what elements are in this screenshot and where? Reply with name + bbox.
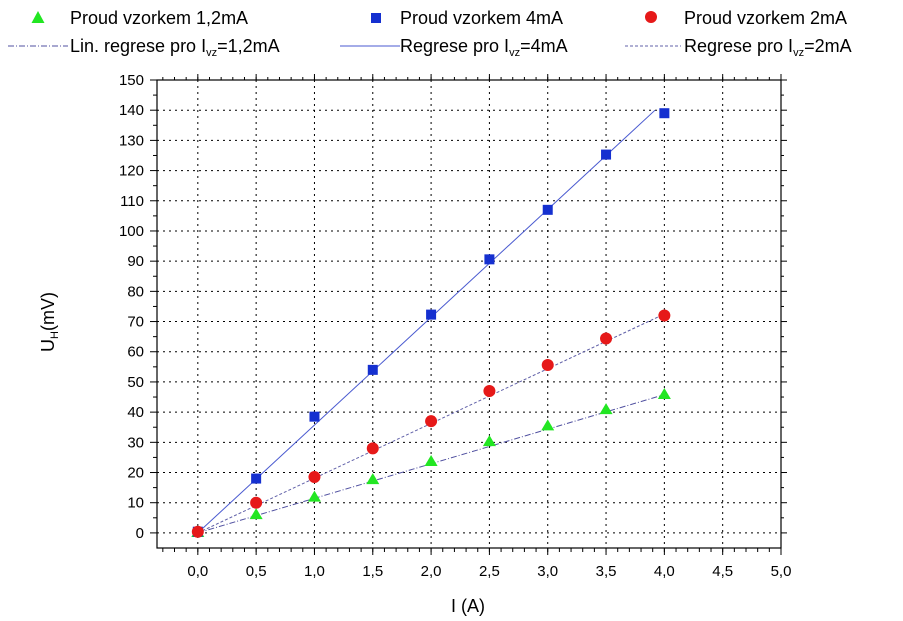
- data-points: [191, 108, 671, 538]
- plot-frame: [156, 79, 782, 549]
- triangle-point: [657, 388, 671, 400]
- legend-triangle-marker: [31, 11, 45, 23]
- grid: [157, 79, 782, 548]
- legend-label-regression-3: Regrese pro Ivz=2mA: [684, 36, 852, 59]
- x-tick-label: 0,0: [187, 563, 208, 580]
- legend: Proud vzorkem 1,2mA Proud vzorkem 4mA Pr…: [0, 0, 903, 70]
- square-point: [601, 149, 612, 160]
- y-tick-label: 90: [127, 253, 144, 270]
- circle-point: [308, 471, 321, 484]
- square-point: [659, 108, 670, 119]
- square-point: [426, 309, 437, 320]
- square-point: [484, 254, 495, 265]
- y-tick-label: 100: [119, 223, 144, 240]
- circle-point: [483, 384, 496, 397]
- square-point: [367, 364, 378, 375]
- x-tick-labels: 0,0 0,5 1,0 1,5 2,0 2,5 3,0 3,5 4,0 4,5 5,0: [187, 563, 791, 580]
- legend-label-regression-1: Lin. regrese pro Ivz=1,2mA: [70, 36, 280, 59]
- y-tick-label: 70: [127, 314, 144, 331]
- triangle-point: [307, 490, 321, 502]
- legend-solid-line: [340, 45, 400, 47]
- x-tick-label: 1,5: [362, 563, 383, 580]
- y-tick-label: 60: [127, 344, 144, 361]
- y-tick-label: 110: [120, 193, 144, 210]
- y-tick-labels: 0 10 20 30 40 50 60 70 80 90 100 110 120 130 140 150: [119, 72, 144, 542]
- legend-label-series-2: Proud vzorkem 4mA: [400, 8, 564, 28]
- triangle-point: [541, 419, 555, 431]
- x-axis-title: I (A): [451, 596, 485, 616]
- y-tick-label: 50: [127, 374, 144, 391]
- x-tick-label: 1,0: [304, 563, 325, 580]
- y-tick-label: 150: [119, 72, 144, 89]
- legend-square-marker: [371, 13, 381, 23]
- y-tick-label: 140: [119, 102, 144, 119]
- x-tick-label: 4,5: [712, 563, 733, 580]
- y-tick-label: 80: [127, 283, 144, 300]
- x-tick-label: 3,0: [537, 563, 558, 580]
- circle-point: [250, 496, 263, 509]
- legend-label-regression-2: Regrese pro Ivz=4mA: [400, 36, 568, 59]
- y-tick-label: 40: [127, 404, 144, 421]
- triangle-point: [424, 455, 438, 467]
- ticks: [150, 74, 787, 555]
- x-tick-label: 4,0: [654, 563, 675, 580]
- y-axis-title-main: U: [38, 339, 58, 352]
- x-tick-label: 5,0: [771, 563, 792, 580]
- regression-line-2: [197, 109, 656, 534]
- x-tick-label: 3,5: [596, 563, 617, 580]
- y-tick-label: 30: [127, 434, 144, 451]
- legend-dashed-line: [625, 45, 681, 47]
- y-tick-label: 20: [127, 465, 144, 482]
- circle-point: [541, 359, 554, 372]
- triangle-point: [599, 403, 613, 415]
- circle-point: [425, 415, 438, 428]
- x-tick-label: 0,5: [246, 563, 267, 580]
- y-tick-label: 130: [119, 132, 144, 149]
- triangle-point: [249, 508, 263, 520]
- circle-point: [191, 525, 204, 538]
- legend-circle-marker: [645, 11, 657, 23]
- square-point: [542, 204, 553, 215]
- square-point: [251, 473, 262, 484]
- triangle-point: [482, 435, 496, 447]
- legend-label-series-3: Proud vzorkem 2mA: [684, 8, 848, 28]
- x-tick-label: 2,5: [479, 563, 500, 580]
- square-point: [309, 411, 320, 422]
- legend-label-series-1: Proud vzorkem 1,2mA: [70, 8, 249, 28]
- y-tick-label: 10: [127, 495, 144, 512]
- legend-dashdot-line: [8, 45, 68, 47]
- y-axis-title-sub: H: [49, 331, 61, 339]
- y-axis-title: UH(mV): [38, 292, 61, 352]
- circle-point: [658, 309, 671, 322]
- x-tick-label: 2,0: [421, 563, 442, 580]
- circle-point: [366, 442, 379, 455]
- y-axis-title-unit: (mV): [38, 292, 58, 331]
- y-tick-label: 0: [136, 525, 144, 542]
- circle-point: [600, 332, 613, 345]
- y-tick-label: 120: [119, 163, 144, 180]
- triangle-point: [366, 473, 380, 485]
